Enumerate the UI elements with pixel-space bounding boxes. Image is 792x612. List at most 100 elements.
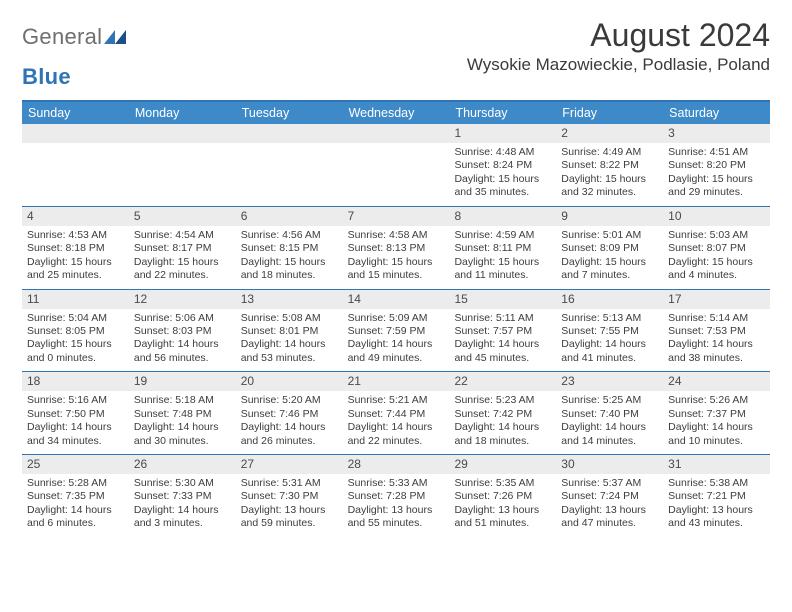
day-line: and 41 minutes.: [561, 352, 658, 365]
weeks-container: 1Sunrise: 4:48 AMSunset: 8:24 PMDaylight…: [22, 124, 770, 537]
day-cell: 23Sunrise: 5:25 AMSunset: 7:40 PMDayligh…: [556, 372, 663, 454]
day-line: Sunrise: 5:11 AM: [454, 312, 551, 325]
day-cell: [343, 124, 450, 206]
weekday-header: Wednesday: [343, 102, 450, 124]
day-line: Sunset: 8:11 PM: [454, 242, 551, 255]
day-cell: 28Sunrise: 5:33 AMSunset: 7:28 PMDayligh…: [343, 455, 450, 537]
day-number: 22: [449, 372, 556, 391]
day-line: and 55 minutes.: [348, 517, 445, 530]
logo: General Blue: [22, 24, 126, 90]
day-line: Sunrise: 5:04 AM: [27, 312, 124, 325]
day-line: Sunset: 7:24 PM: [561, 490, 658, 503]
day-details: Sunrise: 4:48 AMSunset: 8:24 PMDaylight:…: [449, 143, 556, 206]
day-line: Daylight: 15 hours: [27, 256, 124, 269]
day-line: Daylight: 15 hours: [134, 256, 231, 269]
day-details: Sunrise: 4:58 AMSunset: 8:13 PMDaylight:…: [343, 226, 450, 289]
day-number: 3: [663, 124, 770, 143]
calendar: Sunday Monday Tuesday Wednesday Thursday…: [22, 100, 770, 537]
day-line: Daylight: 14 hours: [241, 421, 338, 434]
day-line: Daylight: 15 hours: [668, 173, 765, 186]
day-line: Sunset: 8:03 PM: [134, 325, 231, 338]
page-title: August 2024: [467, 18, 770, 53]
week-row: 4Sunrise: 4:53 AMSunset: 8:18 PMDaylight…: [22, 206, 770, 289]
day-line: Sunrise: 5:38 AM: [668, 477, 765, 490]
week-row: 25Sunrise: 5:28 AMSunset: 7:35 PMDayligh…: [22, 454, 770, 537]
day-details: Sunrise: 5:23 AMSunset: 7:42 PMDaylight:…: [449, 391, 556, 454]
day-line: and 56 minutes.: [134, 352, 231, 365]
day-number: 2: [556, 124, 663, 143]
day-cell: 31Sunrise: 5:38 AMSunset: 7:21 PMDayligh…: [663, 455, 770, 537]
weekday-header: Monday: [129, 102, 236, 124]
day-line: Daylight: 14 hours: [454, 338, 551, 351]
day-line: and 59 minutes.: [241, 517, 338, 530]
day-number: 6: [236, 207, 343, 226]
day-line: and 34 minutes.: [27, 435, 124, 448]
day-cell: 30Sunrise: 5:37 AMSunset: 7:24 PMDayligh…: [556, 455, 663, 537]
day-line: Sunrise: 4:54 AM: [134, 229, 231, 242]
day-line: Daylight: 14 hours: [561, 421, 658, 434]
day-number: 16: [556, 290, 663, 309]
day-line: Sunset: 7:33 PM: [134, 490, 231, 503]
day-line: Sunset: 8:20 PM: [668, 159, 765, 172]
day-line: and 18 minutes.: [454, 435, 551, 448]
weekday-header: Thursday: [449, 102, 556, 124]
day-number: 24: [663, 372, 770, 391]
day-number: 13: [236, 290, 343, 309]
day-line: Daylight: 14 hours: [561, 338, 658, 351]
day-line: Sunrise: 5:16 AM: [27, 394, 124, 407]
day-line: and 3 minutes.: [134, 517, 231, 530]
day-line: and 29 minutes.: [668, 186, 765, 199]
day-number: 23: [556, 372, 663, 391]
day-line: Daylight: 15 hours: [561, 256, 658, 269]
day-line: Sunrise: 4:56 AM: [241, 229, 338, 242]
day-cell: 21Sunrise: 5:21 AMSunset: 7:44 PMDayligh…: [343, 372, 450, 454]
day-number: 8: [449, 207, 556, 226]
day-line: Sunrise: 5:03 AM: [668, 229, 765, 242]
day-details: Sunrise: 5:03 AMSunset: 8:07 PMDaylight:…: [663, 226, 770, 289]
day-line: and 14 minutes.: [561, 435, 658, 448]
day-line: Daylight: 13 hours: [561, 504, 658, 517]
day-number: [236, 124, 343, 143]
day-line: Sunrise: 4:59 AM: [454, 229, 551, 242]
calendar-page: General Blue August 2024 Wysokie Mazowie…: [0, 0, 792, 555]
weekday-header: Tuesday: [236, 102, 343, 124]
week-row: 11Sunrise: 5:04 AMSunset: 8:05 PMDayligh…: [22, 289, 770, 372]
day-details: Sunrise: 5:37 AMSunset: 7:24 PMDaylight:…: [556, 474, 663, 537]
day-line: and 35 minutes.: [454, 186, 551, 199]
day-cell: 27Sunrise: 5:31 AMSunset: 7:30 PMDayligh…: [236, 455, 343, 537]
day-cell: 6Sunrise: 4:56 AMSunset: 8:15 PMDaylight…: [236, 207, 343, 289]
weekday-header: Sunday: [22, 102, 129, 124]
day-line: Sunset: 7:46 PM: [241, 408, 338, 421]
day-line: Sunrise: 5:28 AM: [27, 477, 124, 490]
day-line: Sunrise: 4:49 AM: [561, 146, 658, 159]
day-line: Daylight: 15 hours: [348, 256, 445, 269]
day-cell: 16Sunrise: 5:13 AMSunset: 7:55 PMDayligh…: [556, 290, 663, 372]
day-cell: 14Sunrise: 5:09 AMSunset: 7:59 PMDayligh…: [343, 290, 450, 372]
day-line: Daylight: 13 hours: [241, 504, 338, 517]
day-details: Sunrise: 5:33 AMSunset: 7:28 PMDaylight:…: [343, 474, 450, 537]
day-line: Sunrise: 5:20 AM: [241, 394, 338, 407]
day-line: Sunrise: 5:14 AM: [668, 312, 765, 325]
day-details: Sunrise: 5:13 AMSunset: 7:55 PMDaylight:…: [556, 309, 663, 372]
day-cell: [22, 124, 129, 206]
day-line: and 51 minutes.: [454, 517, 551, 530]
day-number: 14: [343, 290, 450, 309]
day-cell: 17Sunrise: 5:14 AMSunset: 7:53 PMDayligh…: [663, 290, 770, 372]
day-details: Sunrise: 5:14 AMSunset: 7:53 PMDaylight:…: [663, 309, 770, 372]
day-line: Sunset: 8:24 PM: [454, 159, 551, 172]
day-line: Daylight: 13 hours: [348, 504, 445, 517]
day-line: Daylight: 14 hours: [348, 338, 445, 351]
day-line: Daylight: 15 hours: [454, 173, 551, 186]
day-line: and 32 minutes.: [561, 186, 658, 199]
day-number: [129, 124, 236, 143]
day-line: Sunset: 7:28 PM: [348, 490, 445, 503]
day-line: Daylight: 14 hours: [134, 421, 231, 434]
day-details: Sunrise: 5:21 AMSunset: 7:44 PMDaylight:…: [343, 391, 450, 454]
day-line: and 4 minutes.: [668, 269, 765, 282]
day-line: and 47 minutes.: [561, 517, 658, 530]
day-line: Sunrise: 5:21 AM: [348, 394, 445, 407]
day-line: Sunset: 8:17 PM: [134, 242, 231, 255]
day-number: 30: [556, 455, 663, 474]
day-details: Sunrise: 5:08 AMSunset: 8:01 PMDaylight:…: [236, 309, 343, 372]
day-number: 29: [449, 455, 556, 474]
